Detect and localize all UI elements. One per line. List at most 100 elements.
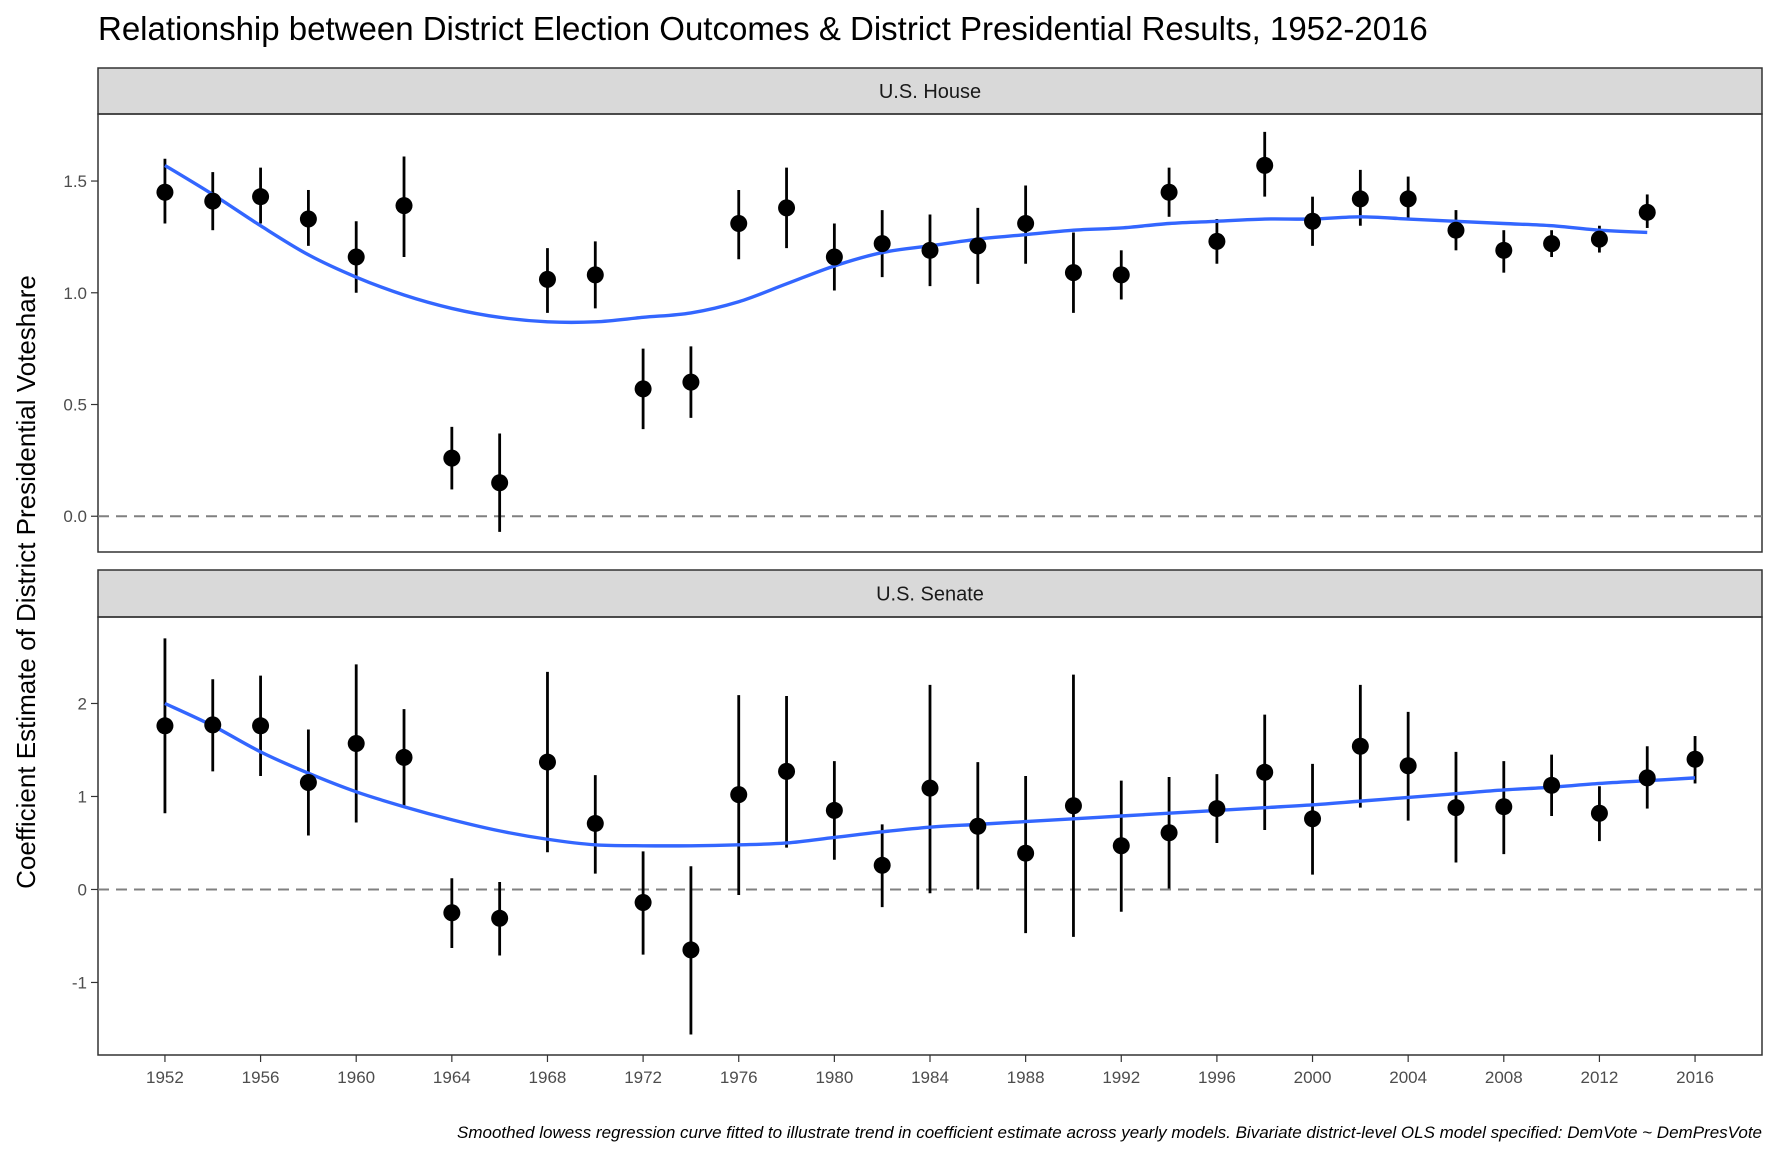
data-point xyxy=(969,817,987,835)
data-point xyxy=(730,215,748,232)
data-point xyxy=(538,270,556,288)
data-point xyxy=(1399,190,1417,208)
data-point xyxy=(491,474,509,492)
y-tick-label: 1.0 xyxy=(63,284,87,303)
x-tick-label: 1980 xyxy=(815,1068,853,1087)
data-point xyxy=(443,449,461,467)
data-point xyxy=(1064,797,1082,815)
data-point xyxy=(1495,241,1513,259)
data-point xyxy=(347,734,365,752)
data-point xyxy=(634,380,652,398)
x-tick-label: 1996 xyxy=(1198,1068,1236,1087)
data-point xyxy=(1495,798,1513,816)
data-point xyxy=(1256,763,1274,781)
y-tick-label: 0.0 xyxy=(63,507,87,526)
data-point xyxy=(443,904,461,922)
data-point xyxy=(1112,266,1130,284)
panel-house: U.S. House 0.0 0.5 1.0 1.5 xyxy=(63,67,1763,553)
data-point xyxy=(1160,824,1178,842)
data-point xyxy=(156,717,174,735)
data-point xyxy=(1543,776,1561,794)
strip-house xyxy=(97,67,1763,115)
data-point xyxy=(778,762,796,780)
data-point xyxy=(1447,799,1465,817)
x-tick-label: 1976 xyxy=(720,1068,758,1087)
data-point xyxy=(1160,183,1178,201)
x-tick-label: 1952 xyxy=(146,1068,184,1087)
y-tick-label: 0.5 xyxy=(63,396,87,415)
y-tick-label: 2 xyxy=(78,694,87,713)
data-point xyxy=(873,856,891,874)
data-point xyxy=(825,801,843,819)
y-tick-label: 1.5 xyxy=(63,172,87,191)
data-point xyxy=(1017,844,1035,862)
data-point xyxy=(1447,221,1465,239)
x-tick-label: 1968 xyxy=(529,1068,567,1087)
panel-senate: U.S. Senate -1 0 1 2 xyxy=(72,569,1763,1056)
data-point xyxy=(252,717,270,735)
lowess-curve-senate xyxy=(164,701,1696,848)
data-point xyxy=(586,266,604,284)
data-point xyxy=(1590,230,1608,248)
data-point xyxy=(1064,264,1082,282)
data-point xyxy=(1351,737,1369,755)
y-tick-label: -1 xyxy=(72,973,87,992)
data-point xyxy=(491,909,509,927)
x-tick-label: 1956 xyxy=(242,1068,280,1087)
data-point xyxy=(1638,769,1656,787)
chart-title: Relationship between District Election O… xyxy=(98,10,1428,47)
data-point xyxy=(1590,804,1608,822)
y-axis-label: Coefficient Estimate of District Preside… xyxy=(11,275,41,889)
x-tick-label: 1964 xyxy=(433,1068,471,1087)
data-point xyxy=(1399,757,1417,775)
data-point xyxy=(825,248,843,266)
x-tick-label: 2012 xyxy=(1581,1068,1619,1087)
data-point xyxy=(1256,156,1274,174)
data-point xyxy=(778,199,796,217)
strip-label-senate: U.S. Senate xyxy=(876,584,984,606)
data-point xyxy=(921,241,939,259)
data-point xyxy=(252,188,270,206)
y-tick-label: 1 xyxy=(78,787,87,806)
strip-senate xyxy=(97,569,1763,618)
data-point xyxy=(395,748,413,766)
facet-panels: U.S. House 0.0 0.5 1.0 1.5 U.S. Senate -1 0 1 2 xyxy=(63,67,1763,1056)
data-point xyxy=(299,774,317,792)
data-point xyxy=(1208,232,1226,250)
x-axis: 1952 1956 1960 1964 1968 1972 1976 1980 1984 1988… xyxy=(146,1055,1714,1087)
data-point xyxy=(395,197,413,215)
x-tick-label: 1992 xyxy=(1102,1068,1140,1087)
data-point xyxy=(1304,810,1322,828)
data-point xyxy=(156,183,174,201)
strip-label-house: U.S. House xyxy=(879,81,981,103)
data-point xyxy=(634,893,652,911)
x-tick-label: 2016 xyxy=(1676,1068,1714,1087)
data-point xyxy=(586,814,604,832)
data-point xyxy=(682,941,700,959)
data-point xyxy=(682,373,700,391)
chart-caption: Smoothed lowess regression curve fitted … xyxy=(457,1123,1762,1142)
x-tick-label: 2008 xyxy=(1485,1068,1523,1087)
x-tick-label: 1988 xyxy=(1007,1068,1045,1087)
lowess-curve-house xyxy=(164,163,1648,325)
data-point xyxy=(1686,750,1704,768)
data-point xyxy=(538,753,556,771)
data-point xyxy=(873,235,891,253)
data-point xyxy=(1351,190,1369,208)
data-point xyxy=(204,192,222,210)
data-point xyxy=(921,779,939,797)
data-point xyxy=(1017,215,1035,232)
data-point xyxy=(1543,235,1561,253)
data-point xyxy=(1112,837,1130,855)
data-point xyxy=(1304,212,1322,230)
data-point xyxy=(1208,800,1226,818)
data-point xyxy=(969,237,987,255)
data-point xyxy=(299,210,317,228)
x-tick-label: 2004 xyxy=(1389,1068,1427,1087)
data-point xyxy=(347,248,365,266)
data-point xyxy=(730,786,748,804)
x-tick-label: 2000 xyxy=(1294,1068,1332,1087)
x-tick-label: 1984 xyxy=(911,1068,949,1087)
panel-border-house xyxy=(97,113,1763,553)
